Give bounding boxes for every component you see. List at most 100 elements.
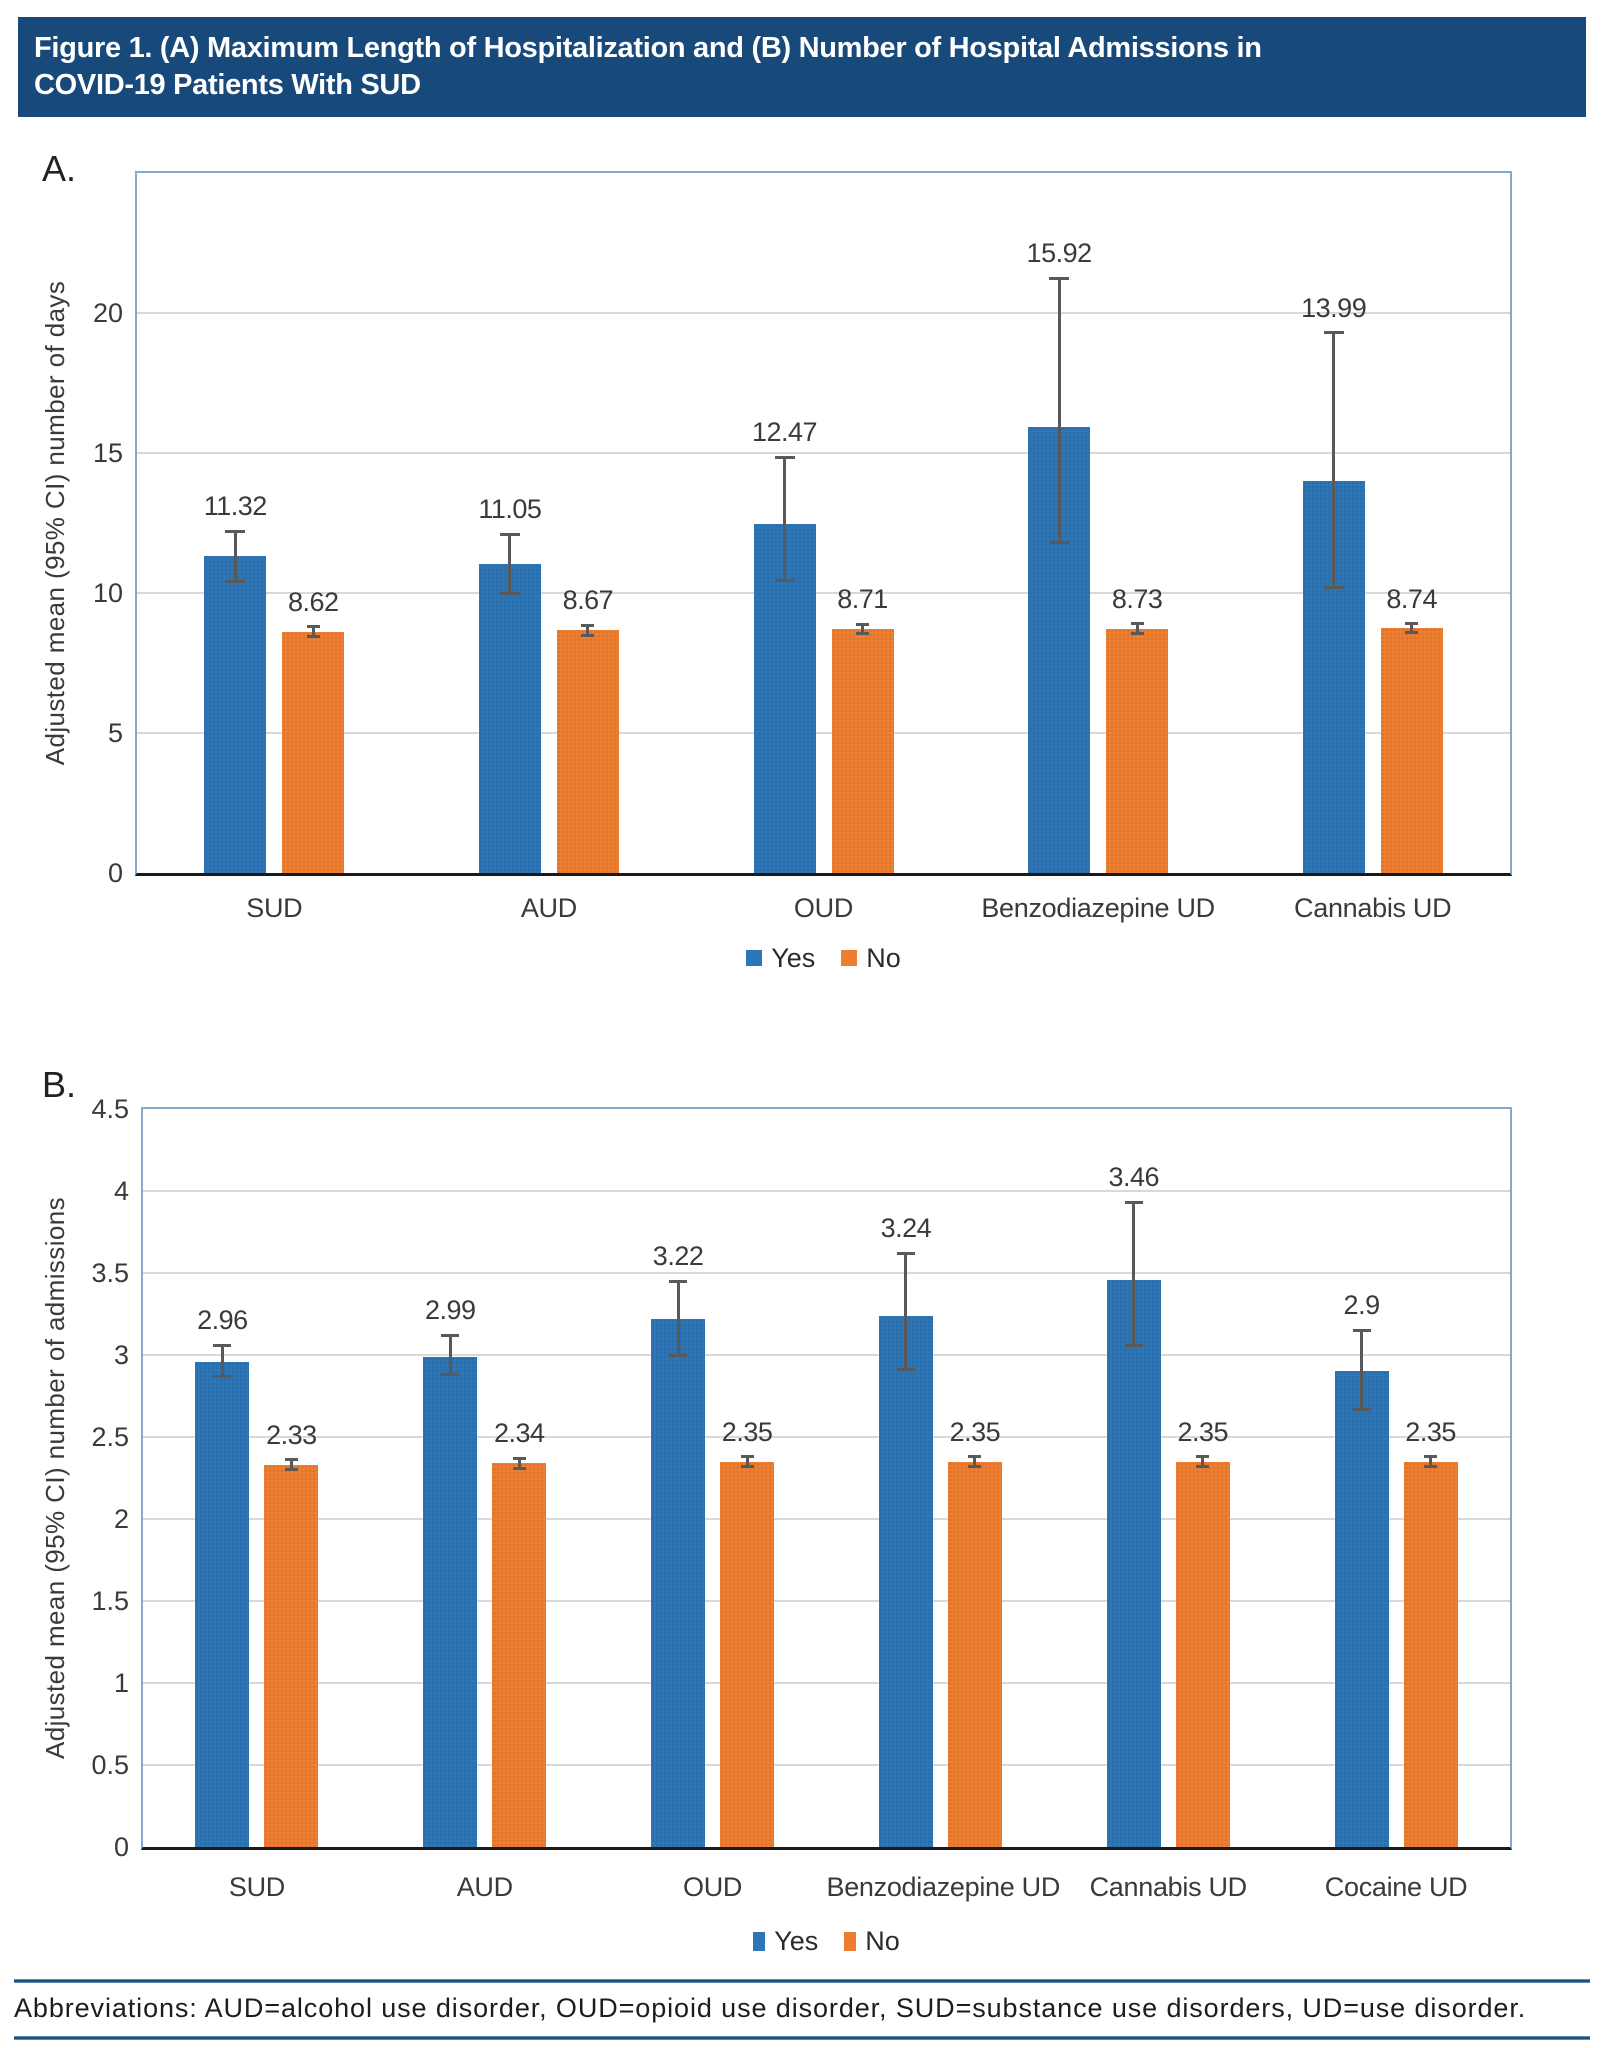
- x-category-label-aud: AUD: [520, 893, 577, 923]
- error-cap-no-oud-b: [740, 1455, 754, 1459]
- bar-no-benzodiazepine-ud-a: [1106, 628, 1169, 873]
- legend-label-yes-a: Yes: [771, 942, 816, 973]
- error-cap-yes-sud-a: [225, 529, 246, 533]
- gridline-b: [143, 1354, 1510, 1356]
- error-bar-yes-sud-a: [233, 531, 237, 582]
- error-bar-no-oud-a: [861, 624, 864, 634]
- value-label-yes-benzodiazepine-ud-b: 3.24: [880, 1213, 932, 1244]
- y-tick-label-a: 15: [92, 438, 123, 468]
- gridline-b: [143, 1518, 1510, 1520]
- value-label-yes-sud-a: 11.32: [203, 491, 268, 522]
- gridline-a: [137, 452, 1510, 454]
- error-cap-yes-benzodiazepine-ud-a: [1049, 541, 1070, 545]
- y-axis-title-a: Adjusted mean (95% CI) number of days: [40, 280, 70, 766]
- error-bar-yes-oud-a: [783, 457, 786, 581]
- error-cap-yes-oud-b: [669, 1353, 688, 1357]
- x-category-label-sud: SUD: [246, 893, 303, 923]
- error-cap-yes-benzodiazepine-ud-a: [1049, 276, 1070, 280]
- error-bar-no-benzodiazepine-ud-b: [973, 1456, 977, 1467]
- error-bar-no-sud-b: [289, 1459, 293, 1470]
- error-cap-yes-oud-b: [669, 1279, 688, 1283]
- bar-no-cocaine-ud-b: [1403, 1461, 1458, 1847]
- error-bar-yes-benzodiazepine-ud-b: [904, 1253, 908, 1370]
- legend-label-no-b: No: [865, 1925, 900, 1956]
- bar-yes-oud-a: [753, 523, 816, 873]
- value-label-yes-benzodiazepine-ud-a: 15.92: [1026, 238, 1093, 268]
- bar-yes-cannabis-ud-b: [1106, 1279, 1161, 1847]
- legend-item-yes-a: Yes: [746, 943, 815, 974]
- bar-yes-benzodiazepine-ud-b: [878, 1315, 933, 1847]
- bar-no-aud-a: [556, 630, 619, 873]
- y-tick-label-b: 2: [113, 1504, 129, 1534]
- value-label-no-sud-a: 8.62: [288, 586, 339, 617]
- error-bar-yes-cannabis-ud-a: [1332, 332, 1336, 588]
- value-label-yes-oud-b: 3.22: [652, 1241, 704, 1272]
- error-cap-yes-cannabis-ud-a: [1323, 331, 1344, 335]
- figure-title-line2: COVID-19 Patients With SUD: [34, 69, 421, 101]
- error-bar-no-cannabis-ud-b: [1201, 1456, 1205, 1467]
- error-cap-yes-cannabis-ud-a: [1323, 585, 1344, 589]
- divider-bottom: [14, 2036, 1590, 2040]
- gridline-b: [143, 1600, 1510, 1602]
- bar-no-cannabis-ud-b: [1175, 1461, 1230, 1847]
- error-cap-yes-benzodiazepine-ud-b: [896, 1251, 915, 1255]
- error-cap-yes-sud-b: [213, 1343, 232, 1347]
- error-cap-no-cocaine-ud-b: [1424, 1455, 1438, 1459]
- legend-item-no-a: No: [841, 943, 901, 974]
- error-cap-no-benzodiazepine-ud-b: [968, 1455, 982, 1459]
- error-bar-yes-oud-b: [676, 1281, 680, 1355]
- value-label-yes-sud-b: 2.96: [197, 1305, 248, 1336]
- error-cap-no-aud-b: [512, 1456, 526, 1460]
- error-cap-no-cannabis-ud-a: [1405, 622, 1419, 626]
- error-cap-no-benzodiazepine-ud-b: [968, 1465, 982, 1469]
- value-label-no-oud-b: 2.35: [721, 1416, 773, 1447]
- value-label-no-cannabis-ud-b: 2.35: [1177, 1416, 1229, 1447]
- plot-area-a: 11.32 11.05 12.47 15.92 13.99 8.62 8.67 8.71 8.7…: [135, 171, 1512, 876]
- figure-title-line1: Figure 1. (A) Maximum Length of Hospital…: [34, 32, 1262, 64]
- x-category-label-cannabis-ud: Cannabis UD: [1089, 1872, 1248, 1902]
- bar-yes-aud-b: [423, 1356, 478, 1847]
- bar-yes-sud-a: [204, 556, 267, 873]
- error-bar-yes-sud-b: [220, 1345, 224, 1377]
- legend-b: Yes No: [143, 1923, 1510, 1959]
- error-cap-no-sud-a: [306, 625, 320, 629]
- value-label-no-cocaine-ud-b: 2.35: [1405, 1416, 1456, 1447]
- legend-item-no-b: No: [844, 1926, 900, 1957]
- y-tick-label-b: 0: [113, 1832, 129, 1862]
- error-bar-yes-aud-a: [508, 534, 512, 593]
- error-cap-no-sud-b: [284, 1458, 298, 1462]
- bar-yes-cocaine-ud-b: [1334, 1371, 1389, 1847]
- gridline-a: [137, 592, 1510, 594]
- error-bar-no-cocaine-ud-b: [1429, 1456, 1433, 1467]
- bar-no-aud-b: [492, 1463, 547, 1847]
- y-axis-title-b: Adjusted mean (95% CI) number of admissi…: [40, 1197, 70, 1760]
- value-label-no-sud-b: 2.33: [266, 1419, 317, 1450]
- error-cap-yes-oud-a: [774, 455, 795, 459]
- panel-label-b: B.: [42, 1064, 77, 1105]
- error-cap-yes-aud-b: [441, 1373, 460, 1377]
- y-tick-label-b: 1.5: [91, 1586, 129, 1616]
- y-tick-label-b: 2.5: [91, 1422, 129, 1452]
- error-bar-no-aud-a: [586, 625, 590, 635]
- error-bar-yes-benzodiazepine-ud-a: [1057, 278, 1061, 543]
- x-axis-labels-a: SUD AUD OUD Benzodiazepine UD Cannabis UD: [137, 893, 1510, 927]
- y-tick-label-b: 4: [113, 1176, 129, 1206]
- gridline-b: [143, 1764, 1510, 1766]
- gridline-b: [143, 1272, 1510, 1274]
- legend-label-yes-b: Yes: [774, 1925, 819, 1956]
- value-label-yes-cocaine-ud-b: 2.9: [1343, 1290, 1381, 1321]
- bar-no-sud-a: [282, 631, 345, 873]
- gridline-a: [137, 732, 1510, 734]
- error-cap-yes-aud-b: [441, 1333, 460, 1337]
- value-label-yes-cannabis-ud-b: 3.46: [1108, 1162, 1160, 1193]
- x-category-label-benzodiazepine-ud: Benzodiazepine UD: [826, 1872, 1061, 1902]
- legend-swatch-no-a: [841, 950, 858, 966]
- error-cap-no-oud-a: [856, 622, 869, 626]
- error-cap-no-oud-b: [740, 1465, 754, 1469]
- error-bar-no-oud-b: [745, 1456, 749, 1467]
- error-bar-yes-cocaine-ud-b: [1360, 1330, 1364, 1410]
- y-tick-label-b: 3: [113, 1340, 129, 1370]
- error-bar-yes-cannabis-ud-b: [1132, 1202, 1136, 1346]
- gridline-b: [143, 1190, 1510, 1192]
- x-category-label-oud: OUD: [683, 1872, 743, 1902]
